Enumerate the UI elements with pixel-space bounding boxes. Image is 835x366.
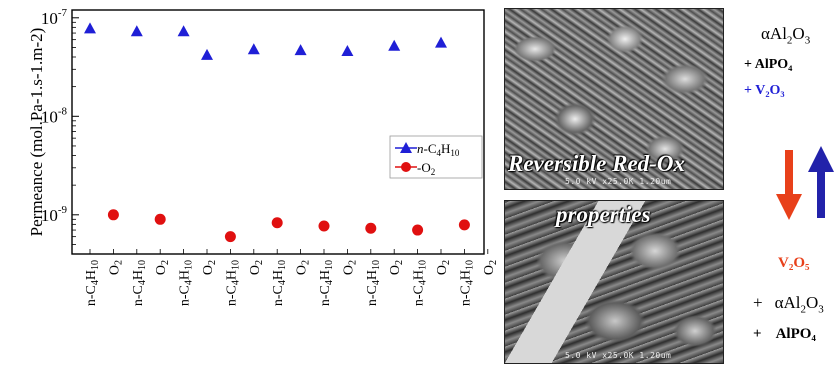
data-point-oxygen: [318, 220, 330, 232]
x-tick-label: n-C4H10: [318, 260, 335, 306]
x-tick-label: O2: [295, 260, 312, 275]
y-tick-label: 10-7: [41, 7, 68, 28]
x-tick-label: n-C4H10: [224, 260, 241, 306]
x-tick-label: n-C4H10: [178, 260, 195, 306]
data-point-oxygen: [224, 231, 236, 243]
sem-image-top: 5.0 kV x25.0K 1.20um: [504, 8, 724, 190]
y-axis-ticks: 10-9 10-8 10-7: [41, 7, 79, 255]
scheme-top-alpo4: + AlPO₄: [744, 57, 793, 72]
data-point-oxygen: [412, 224, 424, 236]
x-tick-label: n-C4H10: [131, 260, 148, 306]
x-tick-label: O2: [201, 260, 218, 275]
permeance-chart: Permeance (mol.Pa-1.s-1.m-2) 10-910-810-…: [27, 7, 499, 306]
oxidation-arrow-icon: [808, 146, 834, 218]
data-point-n-butane: [294, 44, 307, 56]
data-point-n-butane: [341, 45, 354, 57]
reduction-arrow-icon: [776, 150, 802, 220]
data-point-n-butane: [130, 25, 143, 37]
y-tick-label: 10-8: [41, 105, 68, 126]
scheme-v2o5: V₂O₅: [778, 255, 810, 271]
data-point-oxygen: [458, 219, 470, 231]
data-point-n-butane: [435, 36, 447, 48]
scheme-top-v2o3: + V₂O₃: [744, 83, 785, 98]
y-tick-label: 10-9: [41, 204, 68, 225]
legend-marker-circle: [401, 162, 411, 172]
data-point-n-butane: [388, 39, 401, 51]
x-tick-label: O2: [482, 260, 499, 275]
scheme-bottom-alumina: + αAl2O3: [753, 293, 824, 316]
x-tick-label: O2: [154, 260, 171, 275]
data-point-n-butane: [201, 48, 213, 60]
legend-label: -O2: [417, 160, 435, 177]
data-markers: [84, 22, 470, 243]
sem-bottom-scale: 5.0 kV x25.0K 1.20um: [565, 351, 672, 360]
data-point-oxygen: [107, 209, 119, 221]
x-tick-label: n-C4H10: [365, 260, 382, 306]
x-tick-label: O2: [107, 260, 124, 275]
data-point-n-butane: [247, 43, 260, 55]
legend-marker-triangle: [400, 142, 412, 153]
x-tick-label: n-C4H10: [271, 260, 288, 306]
x-tick-label: O2: [388, 260, 405, 275]
overlay-text-reversible: Reversible Red-Ox: [508, 151, 685, 176]
plot-frame: [71, 9, 485, 255]
data-point-n-butane: [84, 22, 96, 34]
x-tick-label: O2: [435, 260, 452, 275]
legend-label: n-C4H10: [417, 141, 460, 158]
y-axis-label: Permeance (mol.Pa-1.s-1.m-2): [27, 28, 46, 237]
x-axis-ticks: n-C4H10 O2 n-C4H10 O2 n-C4H10 O2 n-C4H10 O2 n-C4…: [84, 249, 499, 306]
data-point-n-butane: [177, 25, 190, 37]
x-tick-label: n-C4H10: [458, 260, 475, 306]
data-point-oxygen: [365, 222, 377, 234]
overlay-text-properties: properties: [556, 202, 651, 227]
x-tick-label: O2: [248, 260, 265, 275]
x-tick-label: n-C4H10: [84, 260, 101, 306]
scheme-top-alumina: αAl2O3: [761, 24, 811, 47]
sem-top-scale: 5.0 kV x25.0K 1.20um: [565, 177, 672, 186]
sem-image-bottom: 5.0 kV x25.0K 1.20um: [504, 200, 724, 364]
data-point-oxygen: [271, 217, 283, 229]
data-point-oxygen: [154, 213, 166, 225]
x-tick-label: O2: [341, 260, 358, 275]
legend: n-C4H10 -O2: [389, 135, 483, 179]
scheme-bottom-alpo4: + AlPO₄: [753, 326, 816, 342]
x-tick-label: n-C4H10: [412, 260, 429, 306]
